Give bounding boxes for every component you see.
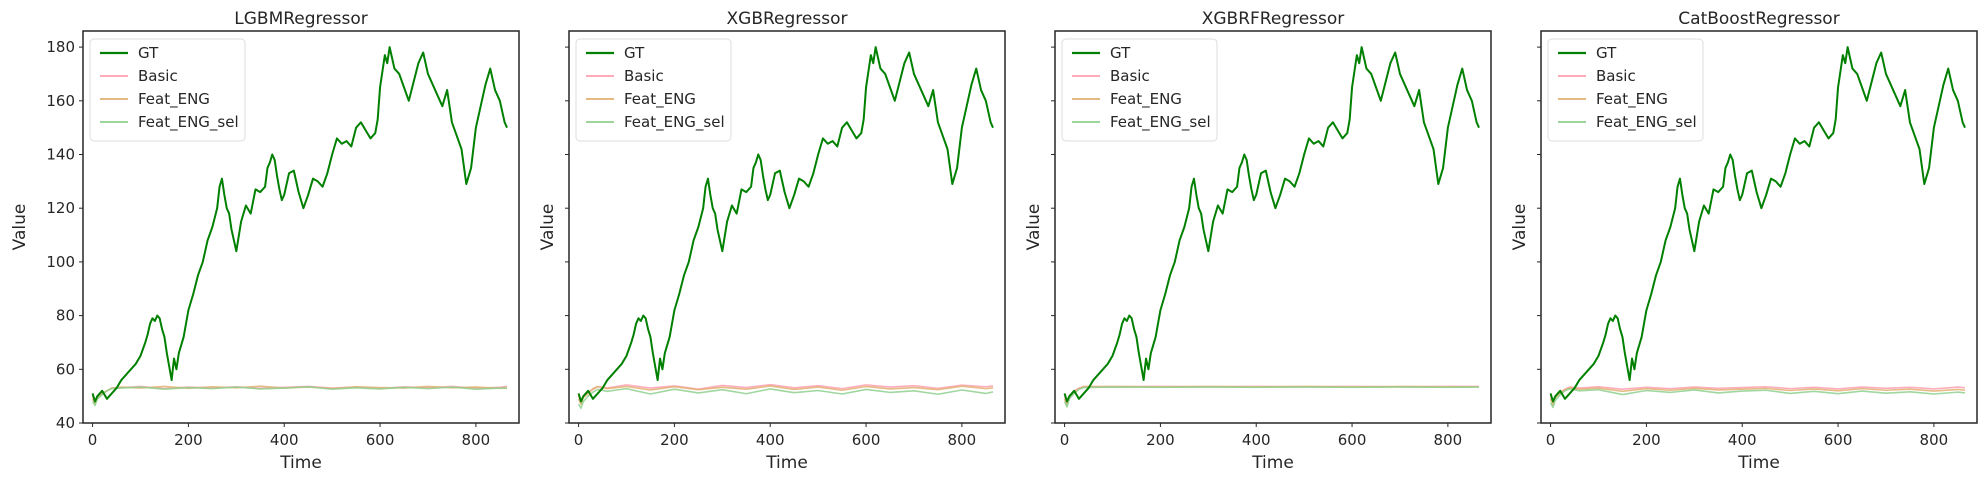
legend-label-feat-eng: Feat_ENG xyxy=(1596,90,1668,109)
x-tick-label: 600 xyxy=(366,431,395,449)
legend-label-feat-eng-sel: Feat_ENG_sel xyxy=(1596,113,1697,132)
legend-label-feat-eng: Feat_ENG xyxy=(138,90,210,109)
series-line-feat-eng xyxy=(577,385,994,406)
x-axis-label: Time xyxy=(279,453,322,473)
legend: GT Basic Feat_ENG Feat_ENG_sel xyxy=(1061,38,1218,142)
y-tick-label: 120 xyxy=(46,199,75,217)
x-tick-label: 0 xyxy=(88,431,98,449)
series-line-feat-eng-sel xyxy=(91,385,508,407)
x-tick-label: 600 xyxy=(852,431,881,449)
x-axis-label: Time xyxy=(1251,453,1294,473)
series-line-gt xyxy=(91,46,508,403)
chart-title: XGBRegressor xyxy=(727,9,848,29)
axes-frame xyxy=(1054,30,1492,424)
subplot-catboostregressor: 0 200 400 600 800 CatBoostRegressor Time Value G… xyxy=(1510,9,1978,473)
legend-label-basic: Basic xyxy=(624,67,664,85)
x-tick-label: 200 xyxy=(1632,431,1661,449)
x-tick-label: 800 xyxy=(462,431,491,449)
series-lines xyxy=(1063,46,1480,408)
legend-label-gt: GT xyxy=(624,44,645,62)
x-tick-label: 400 xyxy=(270,431,299,449)
y-tick-label: 40 xyxy=(56,414,75,432)
series-lines xyxy=(91,46,508,407)
chart-title: LGBMRegressor xyxy=(234,9,367,29)
chart-title: CatBoostRegressor xyxy=(1678,9,1839,29)
x-tick-label: 200 xyxy=(174,431,203,449)
y-axis-label: Value xyxy=(538,204,558,251)
x-tick-label: 800 xyxy=(948,431,977,449)
y-tick-label: 180 xyxy=(46,38,75,56)
legend-box xyxy=(1061,38,1218,142)
x-tick-label: 600 xyxy=(1824,431,1853,449)
legend: GT Basic Feat_ENG Feat_ENG_sel xyxy=(575,38,732,142)
legend-label-gt: GT xyxy=(1596,44,1617,62)
x-tick-label: 400 xyxy=(1242,431,1271,449)
chart-title: XGBRFRegressor xyxy=(1202,9,1345,29)
legend-box xyxy=(89,38,246,142)
legend-label-gt: GT xyxy=(1110,44,1131,62)
subplots: 0 200 400 600 800 40 60 80 100 120 140 160 180 LGBMRe… xyxy=(10,9,1978,473)
x-tick-label: 200 xyxy=(660,431,689,449)
y-tick-label: 100 xyxy=(46,253,75,271)
legend-box xyxy=(575,38,732,142)
y-tick-label: 160 xyxy=(46,92,75,110)
series-line-gt xyxy=(577,46,994,403)
legend-label-feat-eng-sel: Feat_ENG_sel xyxy=(138,113,239,132)
legend-label-basic: Basic xyxy=(1596,67,1636,85)
x-tick-label: 800 xyxy=(1434,431,1463,449)
legend: GT Basic Feat_ENG Feat_ENG_sel xyxy=(89,38,246,142)
y-tick-label: 80 xyxy=(56,307,75,325)
x-tick-label: 400 xyxy=(756,431,785,449)
x-tick-label: 0 xyxy=(574,431,584,449)
y-tick-label: 140 xyxy=(46,146,75,164)
series-line-gt xyxy=(1549,46,1966,403)
axes-frame xyxy=(1540,30,1978,424)
axes-frame xyxy=(82,30,520,424)
axes-frame xyxy=(568,30,1006,424)
series-line-gt xyxy=(1063,46,1480,403)
series-lines xyxy=(1549,46,1966,409)
x-axis-label: Time xyxy=(765,453,808,473)
subplot-lgbmregressor: 0 200 400 600 800 40 60 80 100 120 140 160 180 LGBMRe… xyxy=(10,9,520,473)
x-tick-label: 800 xyxy=(1920,431,1949,449)
subplot-xgbrfregressor: 0 200 400 600 800 XGBRFRegressor Time Value GT Ba… xyxy=(1024,9,1492,473)
legend-label-basic: Basic xyxy=(1110,67,1150,85)
subplot-xgbregressor: 0 200 400 600 800 XGBRegressor Time Value GT Basi… xyxy=(538,9,1006,473)
legend-label-feat-eng-sel: Feat_ENG_sel xyxy=(624,113,725,132)
y-axis-label: Value xyxy=(1510,204,1530,251)
legend-box xyxy=(1547,38,1704,142)
y-axis-label: Value xyxy=(1024,204,1044,251)
x-tick-label: 0 xyxy=(1060,431,1070,449)
y-tick-label: 60 xyxy=(56,360,75,378)
x-tick-label: 200 xyxy=(1146,431,1175,449)
series-line-feat-eng-sel xyxy=(1063,386,1480,408)
y-axis-label: Value xyxy=(10,204,30,251)
series-line-feat-eng-sel xyxy=(1549,388,1966,409)
legend: GT Basic Feat_ENG Feat_ENG_sel xyxy=(1547,38,1704,142)
x-tick-label: 0 xyxy=(1546,431,1556,449)
series-line-feat-eng-sel xyxy=(577,387,994,410)
x-tick-label: 600 xyxy=(1338,431,1367,449)
legend-label-feat-eng-sel: Feat_ENG_sel xyxy=(1110,113,1211,132)
legend-label-gt: GT xyxy=(138,44,159,62)
legend-label-feat-eng: Feat_ENG xyxy=(624,90,696,109)
legend-label-basic: Basic xyxy=(138,67,178,85)
series-line-feat-eng xyxy=(1549,387,1966,407)
x-axis-label: Time xyxy=(1737,453,1780,473)
series-lines xyxy=(577,46,994,410)
x-tick-label: 400 xyxy=(1728,431,1757,449)
legend-label-feat-eng: Feat_ENG xyxy=(1110,90,1182,109)
